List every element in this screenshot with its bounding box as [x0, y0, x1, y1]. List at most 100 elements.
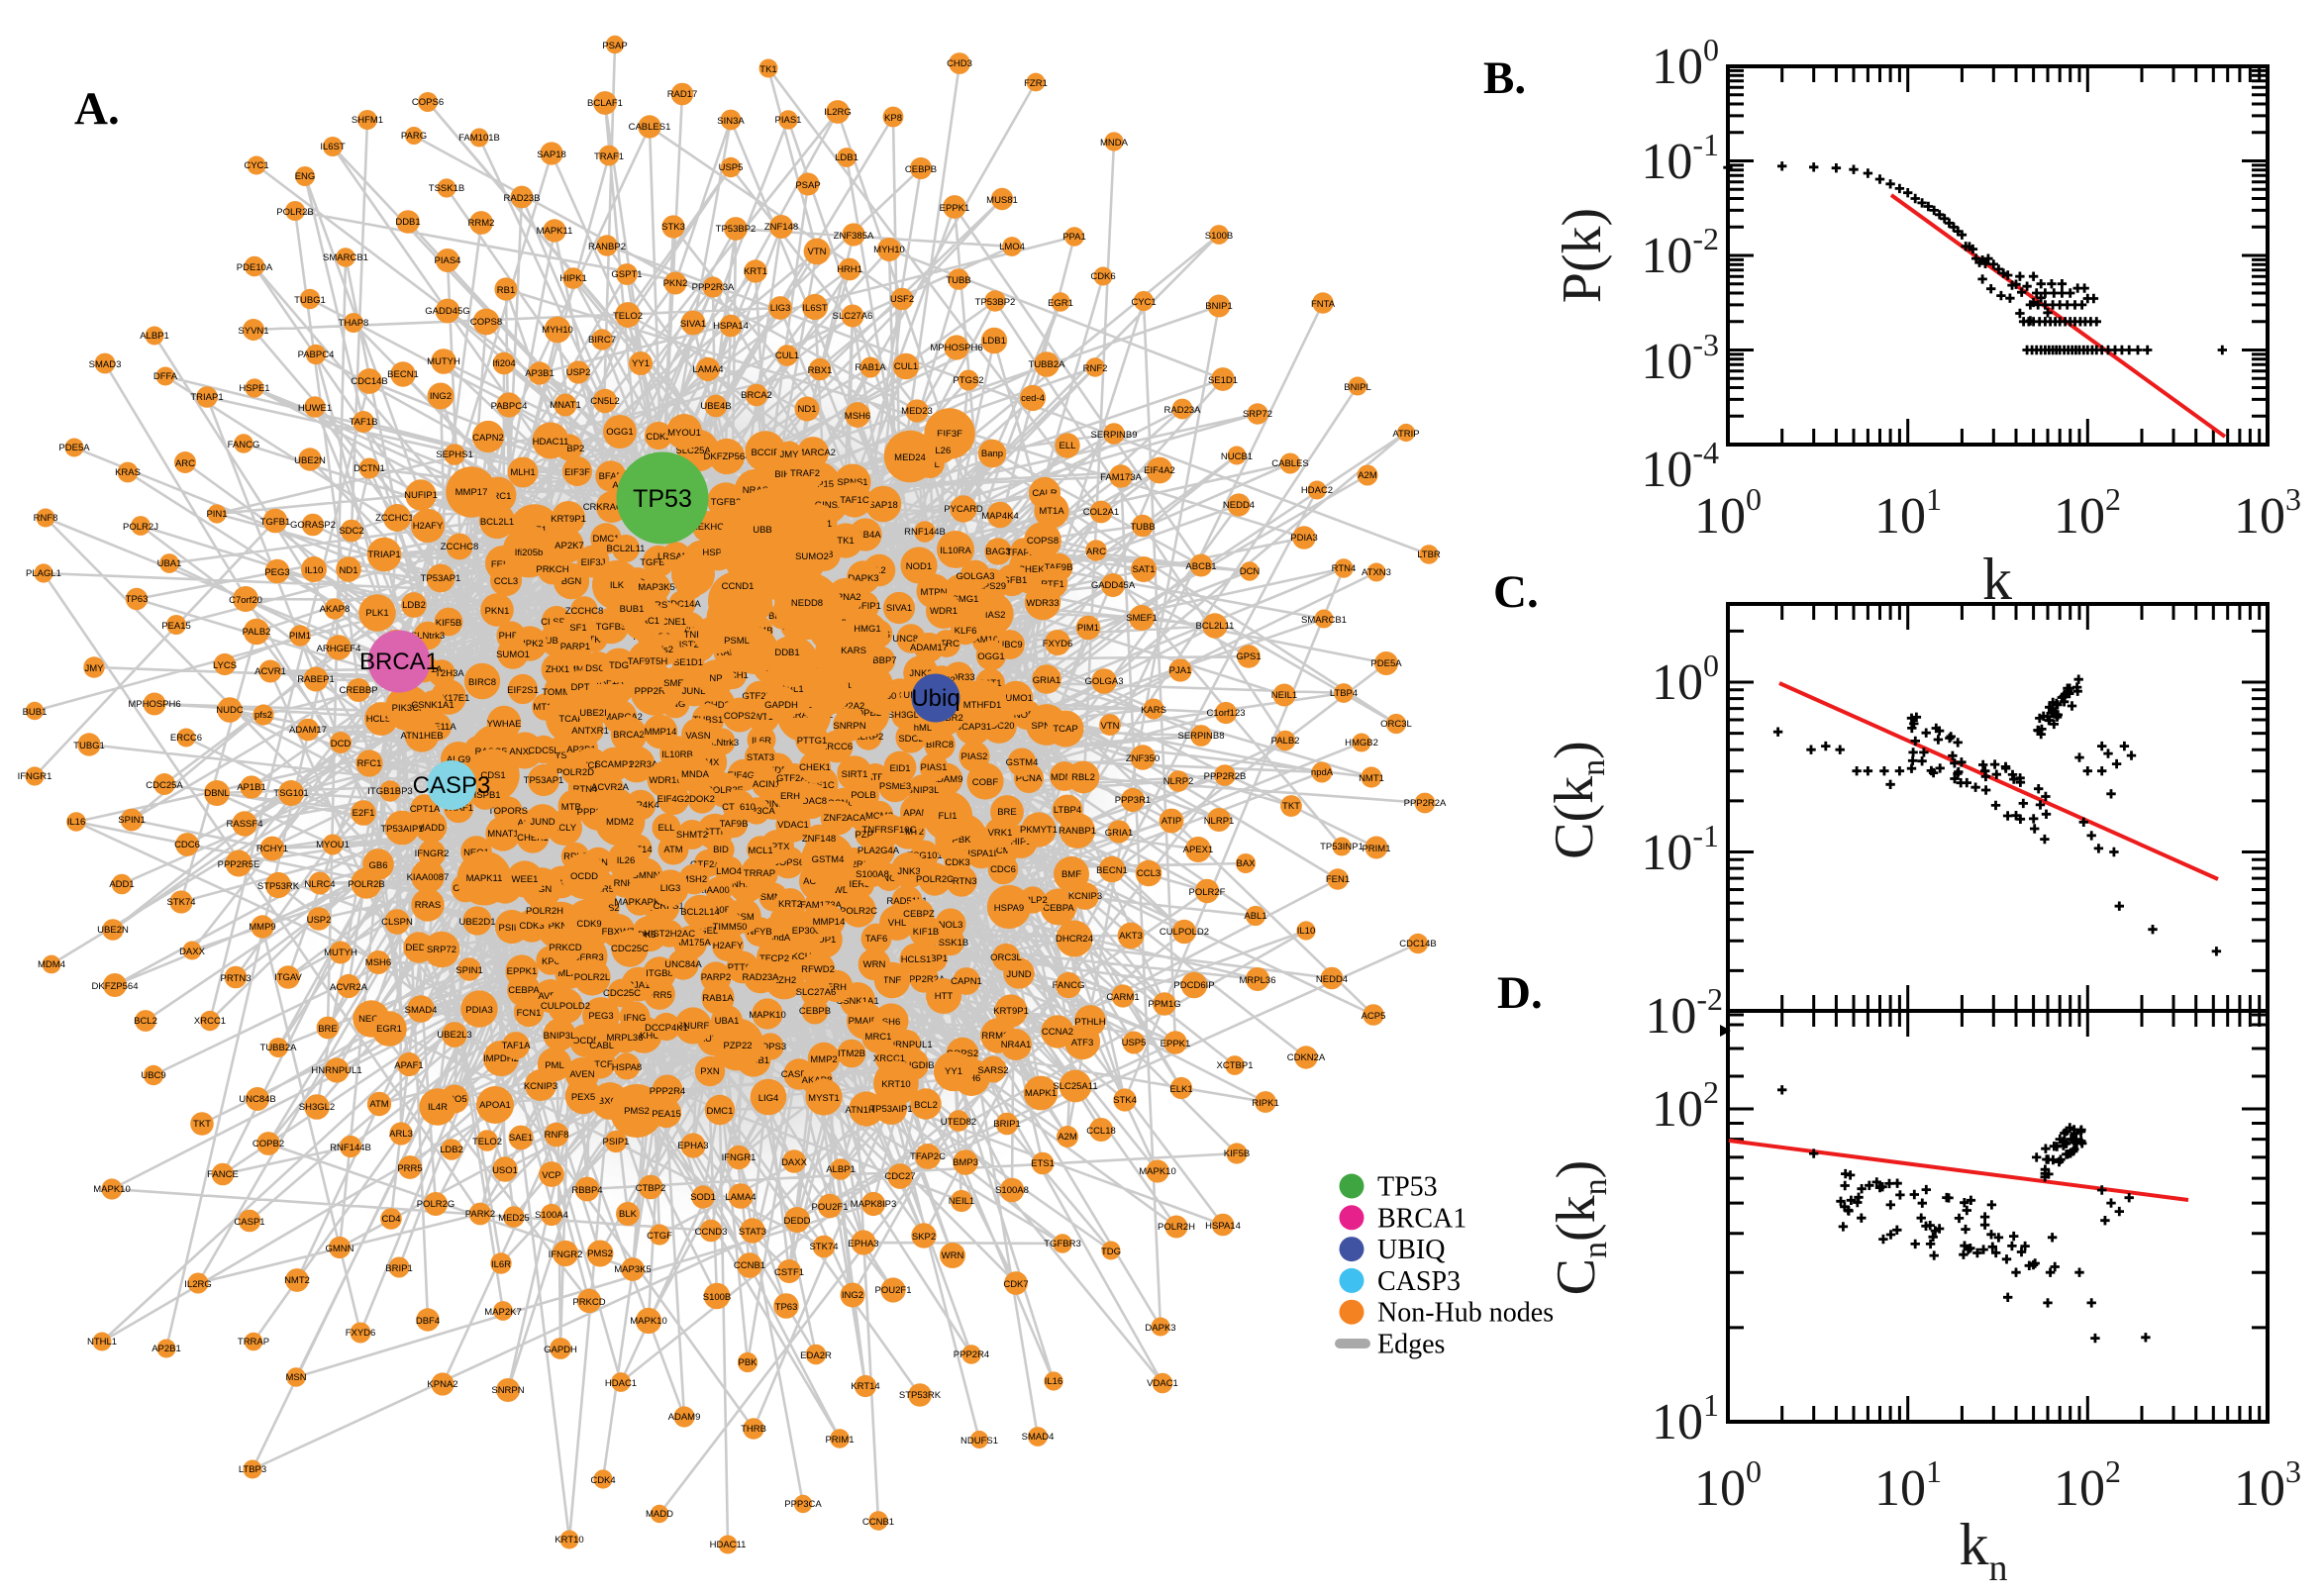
svg-text:TCAP: TCAP: [1053, 724, 1077, 735]
svg-text:ETS1: ETS1: [1031, 1158, 1055, 1169]
svg-text:GAPDH: GAPDH: [544, 1345, 577, 1355]
svg-text:NRAS: NRAS: [743, 485, 768, 496]
svg-text:BRIP1: BRIP1: [993, 1119, 1020, 1130]
svg-text:CLSPN: CLSPN: [381, 917, 413, 928]
svg-text:RAD23A: RAD23A: [743, 972, 780, 983]
svg-text:RANBP2: RANBP2: [588, 242, 626, 252]
svg-text:RTN4: RTN4: [1332, 563, 1357, 574]
svg-text:EPPK1: EPPK1: [1161, 1039, 1191, 1049]
svg-text:SAE1: SAE1: [509, 1133, 533, 1144]
svg-text:NLRP2: NLRP2: [1163, 776, 1194, 787]
svg-text:ATRIP: ATRIP: [1392, 429, 1419, 440]
svg-text:DCD: DCD: [331, 739, 352, 749]
svg-text:YY1: YY1: [945, 1066, 962, 1077]
svg-text:OGG1: OGG1: [606, 427, 633, 438]
svg-text:k: k: [1982, 547, 2012, 612]
svg-text:CULPOLD2: CULPOLD2: [541, 1001, 590, 1012]
svg-text:TAF1B: TAF1B: [350, 417, 378, 428]
svg-text:PIN1: PIN1: [762, 799, 783, 810]
svg-text:RNF8: RNF8: [34, 513, 58, 524]
svg-text:PRTN3: PRTN3: [947, 876, 977, 887]
svg-text:NLRC4: NLRC4: [304, 879, 335, 890]
svg-text:FNG2: FNG2: [876, 873, 901, 884]
svg-text:DPT: DPT: [571, 682, 590, 693]
svg-text:CASP10: CASP10: [781, 1069, 817, 1080]
svg-text:WDR1: WDR1: [930, 606, 958, 617]
svg-text:HSPA14: HSPA14: [713, 321, 749, 332]
svg-text:CN5L2: CN5L2: [590, 396, 620, 407]
svg-text:LRSAM1: LRSAM1: [657, 551, 695, 562]
svg-text:SLC27A6: SLC27A6: [833, 311, 873, 322]
svg-text:GRIA1: GRIA1: [1033, 675, 1061, 686]
svg-text:ATN1HEB: ATN1HEB: [845, 1105, 887, 1116]
svg-text:IL10RB: IL10RB: [661, 749, 693, 760]
svg-text:SMAD4: SMAD4: [405, 1005, 438, 1016]
svg-text:ATXN3: ATXN3: [1362, 567, 1391, 578]
svg-text:SMARCA2: SMARCA2: [597, 712, 643, 723]
svg-text:COPS3: COPS3: [755, 1042, 786, 1052]
svg-text:PLA2G4A: PLA2G4A: [858, 846, 900, 856]
svg-text:102: 102: [1652, 1074, 1719, 1138]
svg-text:D.: D.: [1497, 967, 1543, 1019]
svg-text:RAD17: RAD17: [667, 89, 698, 100]
svg-text:Edges: Edges: [1377, 1330, 1445, 1360]
svg-text:LDB2: LDB2: [440, 1145, 463, 1155]
svg-text:CDK4: CDK4: [590, 1475, 615, 1486]
svg-text:RAD23A: RAD23A: [1164, 405, 1202, 416]
svg-text:PLK1: PLK1: [365, 608, 388, 619]
svg-text:ERH: ERH: [827, 982, 847, 993]
svg-text:PDIA3: PDIA3: [1290, 533, 1317, 544]
svg-text:DDB1: DDB1: [395, 217, 420, 228]
svg-text:TUBG1: TUBG1: [73, 741, 105, 751]
svg-text:PKN1: PKN1: [485, 606, 510, 617]
svg-text:PMAIP1: PMAIP1: [849, 1016, 883, 1027]
svg-text:SNRPN: SNRPN: [833, 721, 865, 732]
svg-text:GSTM4: GSTM4: [1006, 757, 1039, 768]
svg-text:EIF4G2: EIF4G2: [728, 770, 760, 781]
svg-text:PARP2: PARP2: [701, 972, 731, 983]
svg-text:SPNS1: SPNS1: [1031, 721, 1061, 732]
svg-text:MT1A: MT1A: [1039, 506, 1064, 517]
svg-text:SEPHS1: SEPHS1: [436, 449, 473, 460]
svg-text:KRT10: KRT10: [881, 1079, 910, 1090]
svg-text:FBXO11: FBXO11: [592, 1096, 628, 1107]
svg-text:HUWE1: HUWE1: [298, 403, 332, 414]
svg-text:GPS1: GPS1: [1236, 651, 1261, 662]
svg-text:BAG3: BAG3: [985, 547, 1010, 557]
svg-text:LIG3: LIG3: [660, 883, 681, 894]
svg-text:PABPC4: PABPC4: [491, 401, 528, 412]
svg-text:KIF5B: KIF5B: [1224, 1148, 1250, 1159]
svg-text:BTRC: BTRC: [934, 639, 960, 649]
svg-text:MYOU1: MYOU1: [667, 428, 701, 439]
svg-text:ITGB1BP3: ITGB1BP3: [367, 786, 412, 797]
svg-text:CTBP2: CTBP2: [636, 1183, 666, 1194]
svg-text:POLR2D: POLR2D: [556, 767, 594, 778]
svg-text:RBBP7: RBBP7: [865, 655, 896, 666]
svg-text:PIAS4: PIAS4: [435, 255, 461, 266]
svg-text:E2F1: E2F1: [353, 808, 375, 819]
svg-text:USP2: USP2: [307, 915, 332, 926]
svg-text:S100A8: S100A8: [995, 1185, 1029, 1196]
svg-text:FAM101B: FAM101B: [968, 635, 1010, 646]
svg-text:MUTYH: MUTYH: [427, 356, 460, 367]
svg-text:PRKCD: PRKCD: [572, 1297, 605, 1308]
svg-text:ACP5: ACP5: [1362, 1011, 1386, 1022]
svg-text:CDS1: CDS1: [480, 770, 505, 781]
svg-text:UBE2L3: UBE2L3: [437, 1030, 471, 1041]
svg-text:IER3: IER3: [849, 879, 869, 890]
svg-text:TDG: TDG: [1101, 1247, 1121, 1257]
svg-text:FAM173A: FAM173A: [1100, 472, 1142, 483]
svg-text:HDAC11: HDAC11: [533, 437, 569, 448]
svg-text:RRAS: RRAS: [415, 900, 441, 911]
svg-text:PTTG1: PTTG1: [797, 736, 828, 747]
svg-text:MYOU1: MYOU1: [316, 840, 350, 850]
svg-text:CDK6: CDK6: [1090, 271, 1115, 282]
svg-text:PIAS1: PIAS1: [921, 762, 948, 773]
svg-text:SLNtrk3: SLNtrk3: [705, 738, 739, 748]
svg-text:CEBPB: CEBPB: [799, 1006, 831, 1017]
svg-text:PHB2: PHB2: [499, 631, 524, 642]
svg-text:ZCCHC10: ZCCHC10: [375, 513, 419, 524]
svg-text:SHMT2: SHMT2: [892, 827, 924, 838]
svg-text:MAP3K5: MAP3K5: [614, 1264, 652, 1275]
svg-text:ADD1: ADD1: [109, 879, 134, 890]
